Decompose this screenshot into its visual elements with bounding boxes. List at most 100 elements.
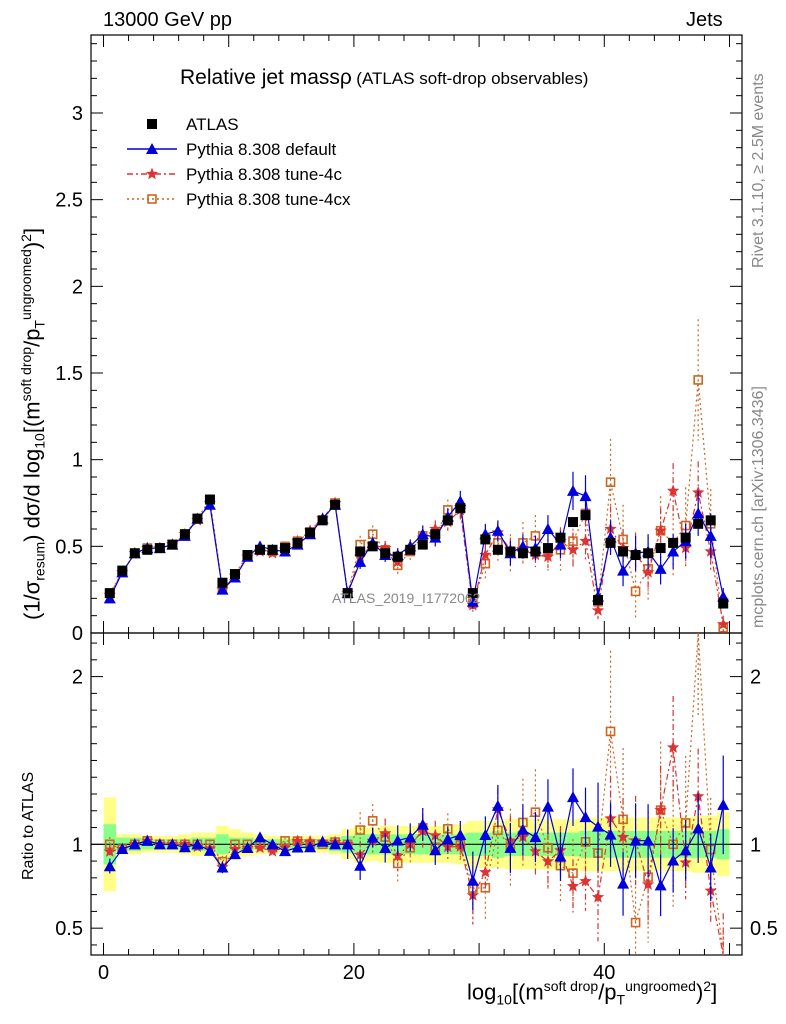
atlas-point: [305, 527, 316, 538]
legend-marker-pythia-8-308-default: [146, 143, 158, 154]
x-tick-label: 20: [343, 962, 365, 984]
atlas-point: [167, 539, 178, 550]
pythia-8-308-tune-4c-ratio-point: [266, 844, 279, 857]
legend-label-pythia-8-308-tune-4cx: Pythia 8.308 tune-4cx: [186, 190, 351, 209]
pythia-8-308-default-ratio-point: [141, 834, 154, 846]
pythia-8-308-default-ratio-point: [692, 822, 705, 834]
atlas-point: [192, 513, 203, 524]
pythia-8-308-tune-4c-ratio-point: [654, 803, 667, 816]
pythia-8-308-tune-4cx-ratio-point: [605, 726, 616, 737]
atlas-point: [668, 537, 679, 548]
axis-ticks: 0 20 40 0 0.5 1 1.5 2 2.5 3 0.5 0.5 1 1 2 2: [55, 35, 778, 984]
pythia-8-308-default-ratio-point: [379, 841, 392, 853]
pythia-8-308-tune-4c-ratio-point: [291, 834, 304, 847]
pythia-8-308-default-ratio-point: [466, 874, 479, 886]
pythia-8-308-default-ratio-point: [341, 838, 354, 850]
pythia-8-308-tune-4c-point: [479, 548, 492, 561]
atlas-point: [380, 548, 391, 559]
pythia-8-308-default-ratio-point: [166, 838, 179, 850]
pythia-8-308-default-ratio-point: [541, 800, 554, 812]
pythia-8-308-default-ratio-point: [604, 828, 617, 840]
x-axis-label: log10[(msoft drop/pTungroomed)2]: [467, 978, 718, 1008]
pythia-8-308-default-point: [216, 583, 229, 595]
atlas-point: [204, 494, 215, 505]
pythia-8-308-default-ratio-point: [366, 831, 379, 843]
atlas-point: [517, 548, 528, 559]
atlas-point: [680, 532, 691, 543]
pythia-8-308-default-ratio-point: [592, 820, 605, 832]
legend-label-pythia-8-308-default: Pythia 8.308 default: [186, 140, 337, 159]
pythia-8-308-default-point: [617, 564, 630, 576]
atlas-point: [705, 515, 716, 526]
atlas-point: [405, 544, 416, 555]
pythia-8-308-tune-4cx-ratio-point: [355, 825, 365, 835]
atlas-point: [355, 546, 366, 557]
pythia-8-308-default-line: [109, 490, 724, 602]
atlas-point: [229, 569, 240, 580]
pythia-8-308-default-ratio-point: [254, 831, 267, 843]
pythia-8-308-default-point: [466, 595, 479, 607]
atlas-point: [255, 544, 266, 555]
atlas-point: [342, 588, 353, 599]
chart-subtitle: (ATLAS soft-drop observables): [356, 69, 589, 88]
pythia-8-308-default-ratio-point: [554, 850, 567, 862]
atlas-point: [217, 577, 228, 588]
pythia-8-308-tune-4c-ratio-point: [479, 865, 492, 878]
pythia-8-308-tune-4c-point: [566, 543, 580, 556]
pythia-8-308-tune-4c-point: [429, 522, 442, 535]
ratio-frame: [90, 632, 743, 956]
watermark: ATLAS_2019_I1772062: [332, 590, 481, 606]
pythia-8-308-default-ratio-point: [617, 877, 630, 889]
atlas-point: [267, 544, 278, 555]
pythia-8-308-default-ratio-point: [329, 838, 342, 850]
pythia-8-308-tune-4c-ratio-point: [591, 890, 605, 903]
pythia-8-308-tune-4cx-ratio-point: [392, 858, 403, 869]
pythia-8-308-tune-4c-ratio-point: [541, 854, 555, 867]
pythia-8-308-default-point: [416, 528, 429, 540]
atlas-point: [154, 543, 165, 554]
pythia-8-308-default-ratio-point: [116, 842, 129, 854]
pythia-8-308-default-ratio-point: [203, 844, 216, 856]
pythia-8-308-default-ratio-point: [416, 818, 429, 830]
atlas-point: [129, 548, 140, 559]
pythia-8-308-default-ratio-point: [266, 838, 279, 850]
atlas-point: [142, 544, 153, 555]
pythia-8-308-default-ratio-point: [642, 834, 655, 846]
pythia-8-308-tune-4cx-ratio-point: [630, 917, 641, 928]
atlas-point: [593, 595, 604, 606]
atlas-point: [643, 548, 654, 559]
atlas-point: [330, 499, 341, 510]
pythia-8-308-default-ratio-point: [391, 834, 404, 846]
pythia-8-308-tune-4c-point: [654, 524, 667, 536]
atlas-point: [417, 539, 428, 550]
pythia-8-308-tune-4c-point: [379, 541, 392, 554]
ratio-y-tick-label-right: 0.5: [750, 918, 778, 940]
atlas-point: [718, 598, 729, 609]
pythia-8-308-tune-4cx-point: [605, 477, 616, 488]
pythia-8-308-default-ratio-point: [128, 838, 141, 850]
pythia-8-308-default-ratio-point: [304, 841, 317, 853]
pythia-8-308-default-point: [554, 538, 567, 550]
atlas-point: [492, 544, 503, 555]
pythia-8-308-tune-4c-point: [717, 617, 730, 630]
pythia-8-308-tune-4cx-ratio-point: [367, 816, 378, 826]
y-tick-label: 1.5: [55, 363, 83, 385]
pythia-8-308-default-ratio-point: [191, 838, 204, 850]
atlas-point: [292, 537, 303, 548]
pythia-8-308-tune-4c-point: [541, 550, 555, 562]
pythia-8-308-tune-4cx-ratio-line: [109, 632, 724, 956]
pythia-8-308-default-point: [579, 490, 592, 502]
atlas-point: [542, 543, 553, 554]
pythia-8-308-default-ratio-point: [516, 823, 529, 835]
legend: ATLAS Pythia 8.308 default Pythia 8.308 tu…: [127, 115, 351, 209]
pythia-8-308-default-ratio-point: [103, 860, 116, 872]
pythia-8-308-default-ratio-point: [153, 838, 166, 850]
atlas-point: [104, 588, 115, 599]
chart-title: Relative jet massρ: [180, 66, 352, 89]
atlas-point: [317, 515, 328, 526]
atlas-point: [242, 550, 253, 560]
pythia-8-308-default-ratio-point: [717, 798, 730, 810]
pythia-8-308-tune-4c-ratio-point: [253, 841, 267, 854]
pythia-8-308-default-ratio-point: [504, 841, 517, 853]
pythia-8-308-tune-4c-ratio-line: [109, 747, 724, 956]
